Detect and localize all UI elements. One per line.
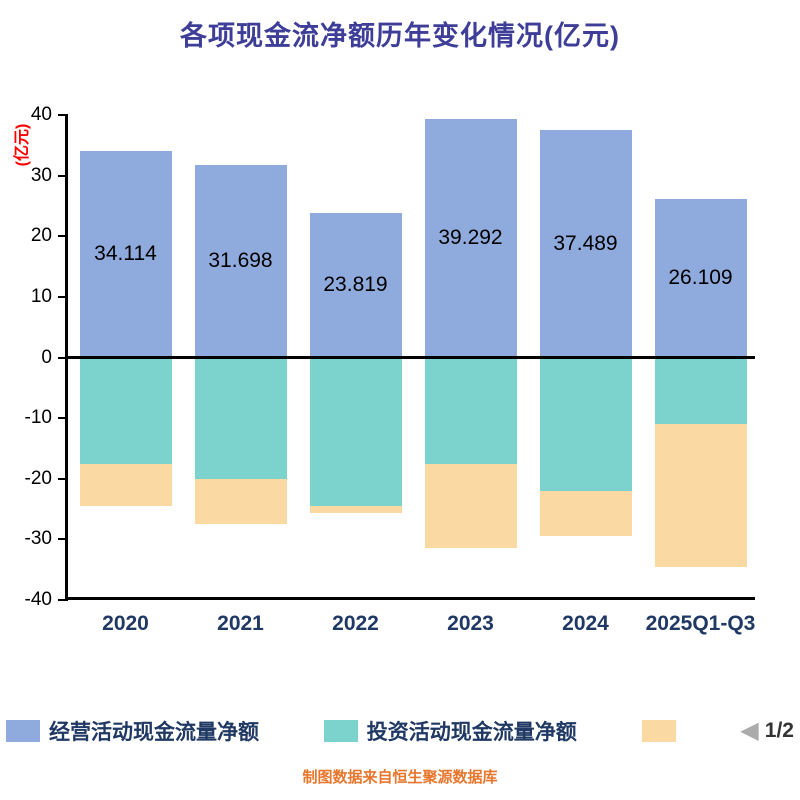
bar-financing-segment (654, 424, 747, 567)
y-axis-tick (58, 417, 68, 420)
bar-operating-segment (309, 213, 402, 358)
bar-value-label: 31.698 (208, 249, 273, 273)
y-axis-tick (58, 538, 68, 541)
x-tick-label: 2025Q1-Q3 (645, 612, 756, 635)
bar-operating-segment (79, 150, 172, 358)
legend-item: 投资活动现金流量净额 (323, 716, 577, 746)
y-tick-label: 30 (30, 164, 52, 186)
bar-investing-segment (79, 357, 172, 464)
legend-swatch-0 (6, 720, 40, 742)
legend-item (641, 720, 676, 742)
y-axis-tick (58, 477, 68, 480)
bar-financing-segment (194, 478, 287, 525)
y-axis-tick (58, 356, 68, 359)
pagination-label: 1/2 (764, 719, 794, 742)
bar-financing-segment (539, 490, 632, 537)
chart-title: 各项现金流净额历年变化情况(亿元) (180, 21, 620, 51)
bar-investing-segment (539, 357, 632, 491)
y-tick-label: -40 (24, 589, 52, 610)
y-tick-label: 0 (41, 346, 52, 368)
bar-investing-segment (309, 357, 402, 507)
legend-item: 经营活动现金流量净额 (6, 716, 259, 746)
y-tick-label: -20 (24, 467, 52, 489)
y-tick-label: 10 (30, 285, 52, 307)
bar-financing-segment (79, 463, 172, 507)
pagination-prev-icon[interactable]: ◀ (740, 717, 759, 744)
y-tick-label: -30 (24, 528, 52, 550)
y-axis-tick (58, 599, 68, 601)
y-axis-tick (58, 235, 68, 238)
bar-value-label: 34.114 (94, 242, 157, 266)
x-tick-label: 2024 (562, 612, 609, 635)
y-tick-label: -10 (24, 407, 52, 429)
y-tick-label: 40 (30, 104, 52, 125)
bar-financing-segment (309, 506, 402, 514)
x-tick-label: 2023 (447, 612, 494, 635)
y-axis-tick (58, 295, 68, 298)
legend-pagination: ◀ 1/2 (740, 719, 794, 743)
x-tick-label: 2020 (102, 612, 149, 635)
y-axis-tick (58, 114, 68, 116)
legend-label: 投资活动现金流量净额 (366, 721, 577, 744)
bar-value-label: 26.109 (668, 266, 733, 290)
plot-area: 40 30 20 10 0 -10 -20 -30 -40 34.114 2020 31.698 202… (25, 104, 756, 635)
legend-swatch-2 (641, 720, 676, 742)
legend-swatch-1 (323, 720, 358, 742)
bar-financing-segment (424, 463, 517, 549)
y-axis-tick (58, 174, 68, 177)
source-note: 制图数据来自恒生聚源数据库 (302, 769, 498, 786)
y-tick-label: 20 (30, 225, 52, 247)
x-tick-label: 2022 (332, 612, 379, 635)
bar-investing-segment (194, 357, 287, 479)
bar-operating-segment (424, 119, 517, 358)
bar-value-label: 37.489 (553, 231, 618, 255)
x-tick-label: 2021 (217, 612, 264, 635)
legend-label: 经营活动现金流量净额 (49, 721, 259, 744)
bar-value-label: 23.819 (323, 273, 388, 297)
zero-axis-line (68, 356, 755, 359)
bar-investing-segment (424, 357, 517, 464)
bar-investing-segment (654, 357, 747, 425)
bar-operating-segment (194, 165, 287, 358)
legend: 经营活动现金流量净额 投资活动现金流量净额 ◀ 1/2 (6, 716, 794, 746)
bar-operating-segment (539, 130, 632, 358)
bar-operating-segment (654, 199, 747, 358)
bar-value-label: 39.292 (438, 226, 503, 250)
